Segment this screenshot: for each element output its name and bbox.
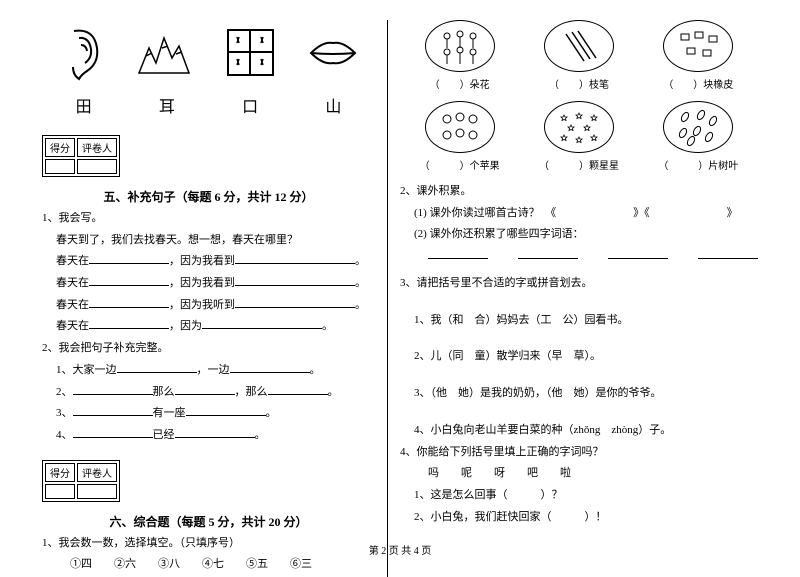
q2-2: (2) 课外你还积累了哪些四字词语： bbox=[400, 225, 758, 244]
q3-3: 3、（他 她）是我的奶奶，（他 她）是你的爷爷。 bbox=[400, 384, 758, 403]
idiom-blank[interactable] bbox=[608, 247, 668, 259]
q5-1: 1、我会写。 bbox=[42, 209, 375, 228]
char-er: 耳 bbox=[134, 93, 199, 117]
char-tian: 田 bbox=[51, 93, 116, 117]
grader-label: 评卷人 bbox=[77, 138, 117, 157]
left-column: 田 耳 口 山 得分评卷人 五、补充句子（每题 6 分，共计 12 分） 1、我… bbox=[30, 20, 388, 577]
idiom-blank[interactable] bbox=[518, 247, 578, 259]
caption-row-1: （ ）朵花 （ ）枝笔 （ ）块橡皮 bbox=[400, 76, 758, 91]
sent4: 4、已经。 bbox=[42, 426, 375, 445]
idiom-blank[interactable] bbox=[698, 247, 758, 259]
score-table-6: 得分评卷人 bbox=[42, 460, 120, 502]
grader-label: 评卷人 bbox=[77, 463, 117, 482]
sent2: 2、那么，那么。 bbox=[42, 383, 375, 402]
circle-row-1 bbox=[400, 20, 758, 72]
score-label: 得分 bbox=[45, 463, 75, 482]
char-kou: 口 bbox=[218, 93, 283, 117]
q5-1-intro: 春天到了，我们去找春天。想一想，春天在哪里？ bbox=[42, 231, 375, 250]
score-table-5: 得分评卷人 bbox=[42, 135, 120, 177]
q2-1: (1) 课外你读过哪首古诗？ 《 》《 》 bbox=[400, 204, 758, 223]
section-6-title: 六、综合题（每题 5 分，共计 20 分） bbox=[42, 513, 375, 530]
q5-2: 2、我会把句子补充完整。 bbox=[42, 339, 375, 358]
line3: 春天在，因为我听到。 bbox=[42, 296, 375, 315]
window-drawing bbox=[218, 20, 283, 85]
leaves-icon bbox=[663, 101, 733, 153]
sent1: 1、大家一边，一边。 bbox=[42, 361, 375, 380]
idiom-blanks bbox=[400, 247, 758, 259]
cap-pencils[interactable]: （ ）枝笔 bbox=[534, 76, 624, 91]
circle-row-2 bbox=[400, 101, 758, 153]
caption-row-2: （ ）个苹果 （ ）颗星星 （ ）片树叶 bbox=[400, 157, 758, 172]
q4: 4、你能给下列括号里填上正确的字词吗？ bbox=[400, 443, 758, 462]
q2: 2、课外积累。 bbox=[400, 182, 758, 201]
line4: 春天在，因为。 bbox=[42, 317, 375, 336]
sent3: 3、有一座。 bbox=[42, 404, 375, 423]
right-column: （ ）朵花 （ ）枝笔 （ ）块橡皮 （ ）个苹果 （ ）颗星星 （ ）片树叶 … bbox=[388, 20, 770, 577]
erasers-icon bbox=[663, 20, 733, 72]
line2: 春天在，因为我看到。 bbox=[42, 274, 375, 293]
q3-1: 1、我（和 合）妈妈去（工 公）园看书。 bbox=[400, 311, 758, 330]
cap-flowers[interactable]: （ ）朵花 bbox=[415, 76, 505, 91]
section-5-title: 五、补充句子（每题 6 分，共计 12 分） bbox=[42, 188, 375, 205]
page-footer: 第 2 页 共 4 页 bbox=[0, 542, 800, 557]
worksheet-page: 田 耳 口 山 得分评卷人 五、补充句子（每题 6 分，共计 12 分） 1、我… bbox=[30, 20, 770, 577]
score-label: 得分 bbox=[45, 138, 75, 157]
character-row: 田 耳 口 山 bbox=[42, 93, 375, 117]
q3-4: 4、小白兔向老山羊要白菜的种（zhǒng zhòng）子。 bbox=[400, 421, 758, 440]
q4-1: 1、这是怎么回事（ ）？ bbox=[400, 486, 758, 505]
q4-opts: 吗 呢 呀 吧 啦 bbox=[400, 464, 758, 483]
q4-2: 2、小白兔，我们赶快回家（ ）！ bbox=[400, 508, 758, 527]
idiom-blank[interactable] bbox=[428, 247, 488, 259]
apples-icon bbox=[425, 101, 495, 153]
q3-2: 2、儿（同 童）散学归来（早 草）。 bbox=[400, 347, 758, 366]
flowers-icon bbox=[425, 20, 495, 72]
cap-apples[interactable]: （ ）个苹果 bbox=[415, 157, 505, 172]
cap-erasers[interactable]: （ ）块橡皮 bbox=[653, 76, 743, 91]
q3: 3、请把括号里不合适的字或拼音划去。 bbox=[400, 274, 758, 293]
stars-icon bbox=[544, 101, 614, 153]
ear-drawing bbox=[51, 20, 116, 85]
mouth-drawing bbox=[301, 20, 366, 85]
cap-leaves[interactable]: （ ）片树叶 bbox=[653, 157, 743, 172]
char-shan: 山 bbox=[301, 93, 366, 117]
cap-stars[interactable]: （ ）颗星星 bbox=[534, 157, 624, 172]
mountain-drawing bbox=[134, 20, 199, 85]
line1: 春天在，因为我看到。 bbox=[42, 252, 375, 271]
pencils-icon bbox=[544, 20, 614, 72]
image-row bbox=[42, 20, 375, 85]
